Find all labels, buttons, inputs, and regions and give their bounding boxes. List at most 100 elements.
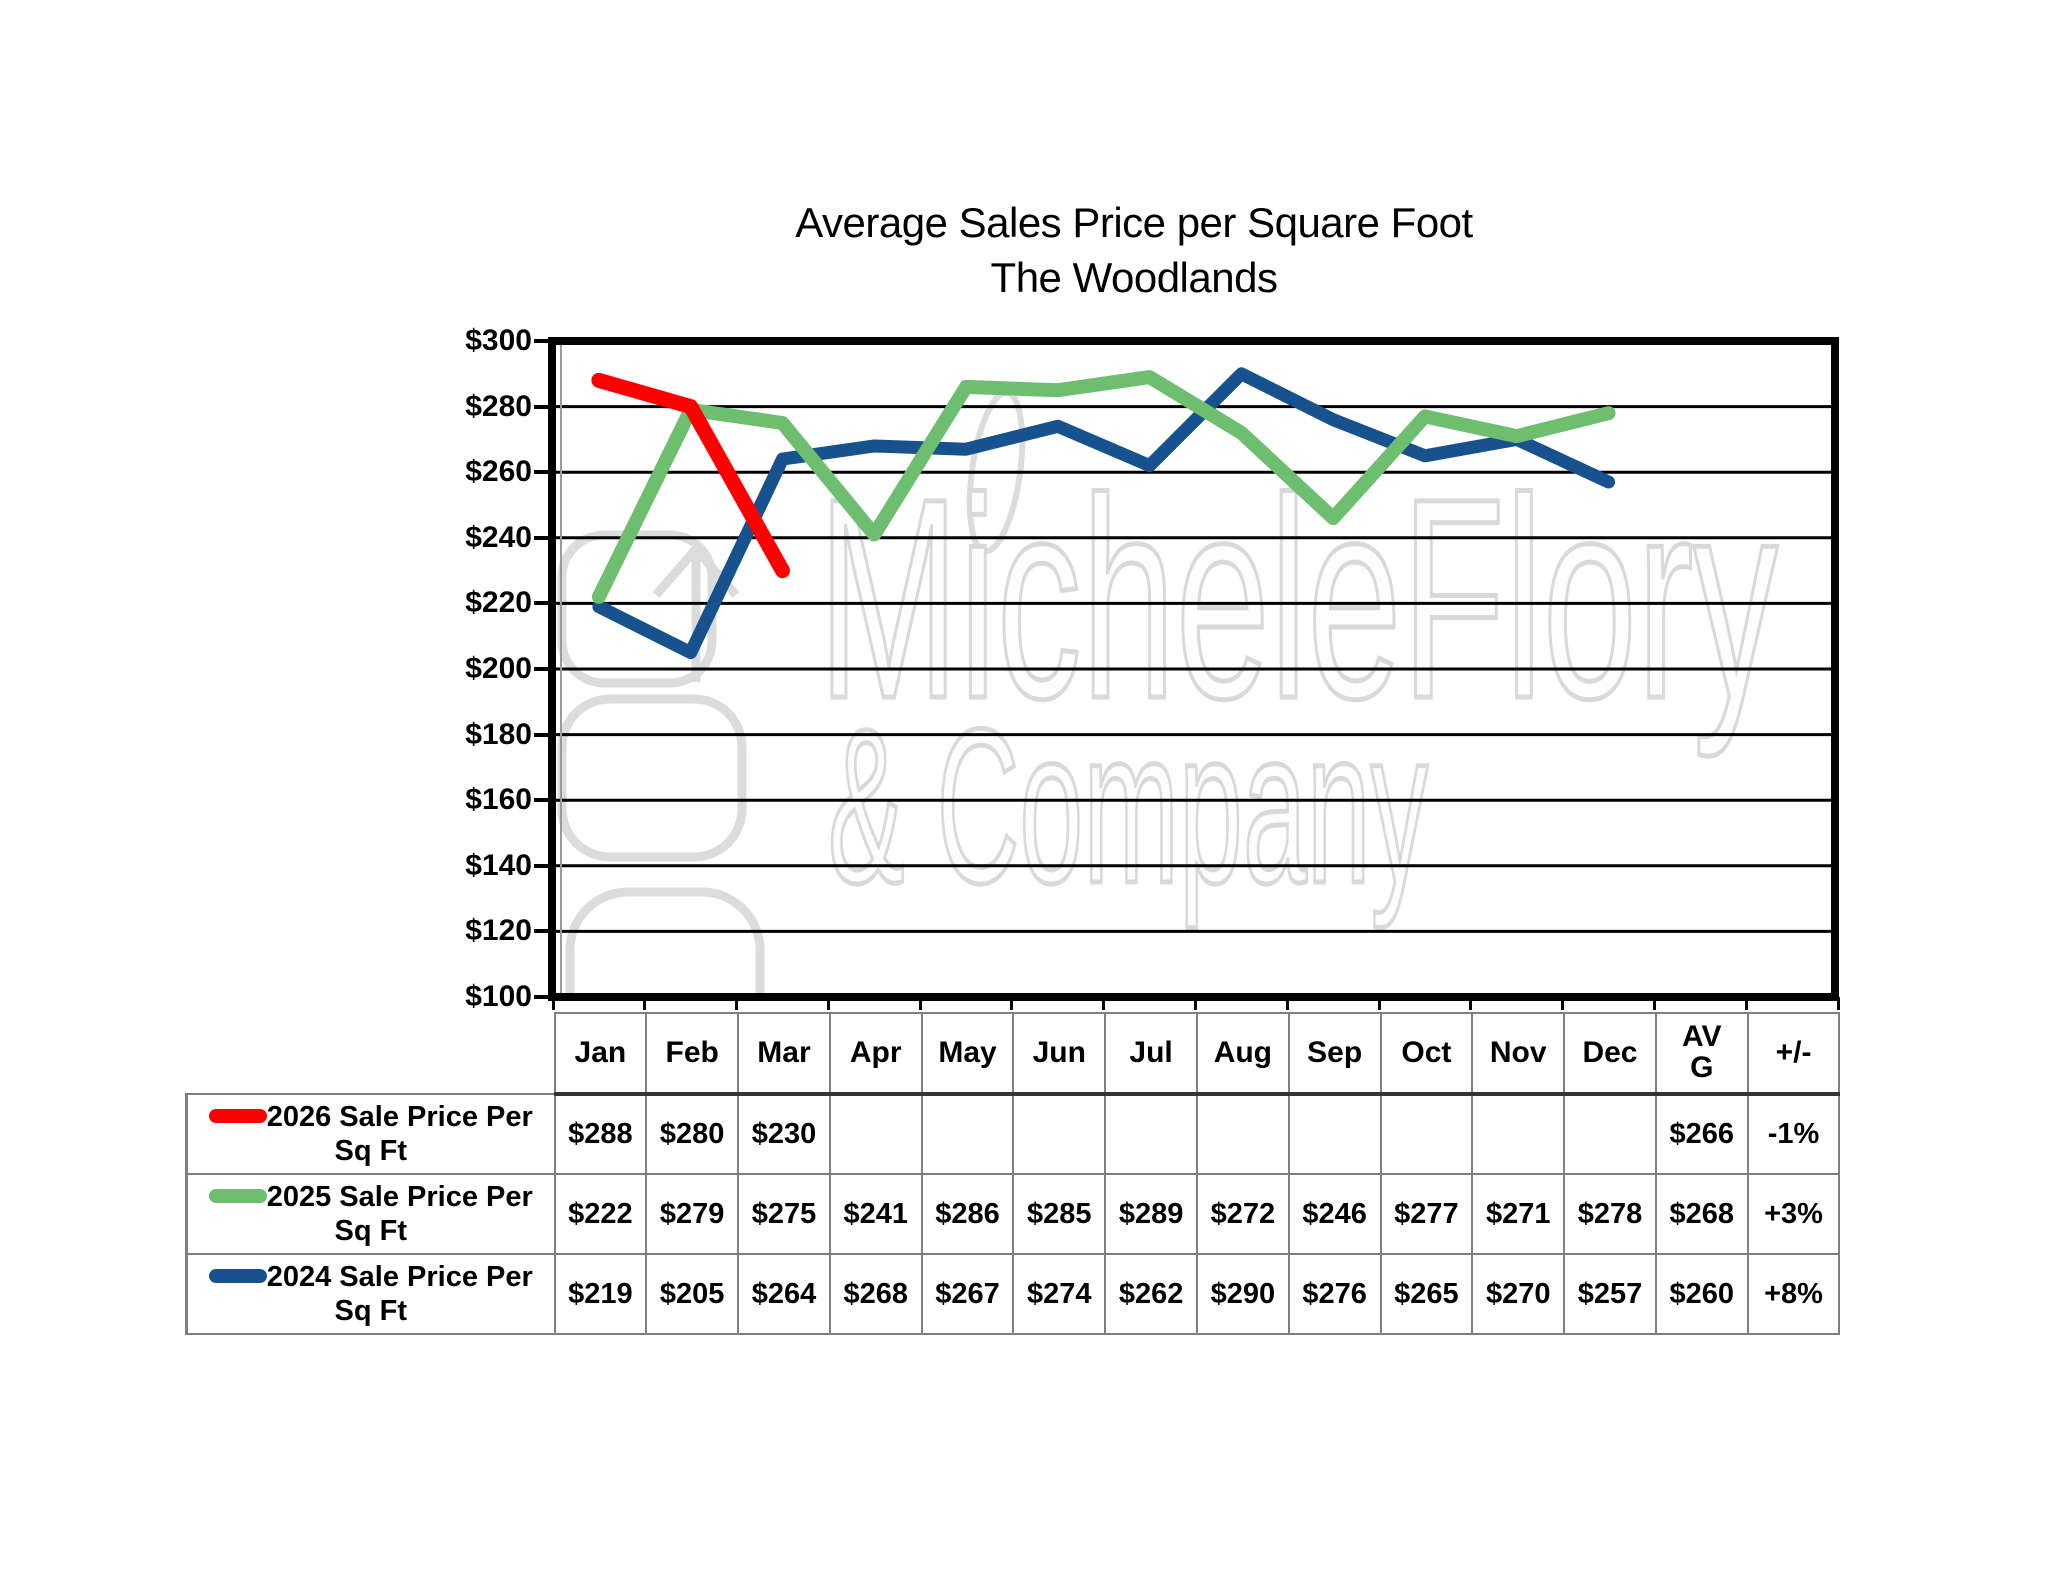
price-cell xyxy=(920,1093,1015,1175)
x-axis-tick xyxy=(1652,997,1656,1010)
x-axis-tick xyxy=(1194,997,1197,1010)
price-cell: $219 xyxy=(553,1253,648,1335)
y-axis-tick xyxy=(534,339,548,343)
series-lines xyxy=(591,367,1616,660)
x-axis-tick xyxy=(1469,997,1473,1010)
series-name: 2024 Sale Price Per Sq Ft xyxy=(266,1260,533,1327)
series-line-2026 xyxy=(591,372,790,579)
price-cell: $246 xyxy=(1287,1173,1382,1255)
price-cell: $257 xyxy=(1563,1253,1657,1335)
price-cell: $264 xyxy=(737,1253,831,1335)
y-axis-label: $180 xyxy=(465,717,532,751)
y-axis-tick xyxy=(534,470,548,475)
price-cell: $278 xyxy=(1563,1173,1657,1255)
price-cell: $277 xyxy=(1379,1173,1474,1255)
price-cell: $280 xyxy=(645,1093,740,1175)
month-header: Jun xyxy=(1012,1012,1107,1096)
price-cell xyxy=(828,1093,923,1175)
month-header: Oct xyxy=(1379,1012,1474,1096)
price-cell: $279 xyxy=(645,1173,740,1255)
price-chart: MicheleFlory & Company xyxy=(548,337,1839,1001)
month-header: Apr xyxy=(828,1012,923,1096)
series-line-2024 xyxy=(592,367,1616,660)
y-axis-tick xyxy=(534,601,548,606)
avg-cell: $266 xyxy=(1654,1093,1749,1175)
month-header: Jan xyxy=(553,1012,648,1096)
x-axis-tick xyxy=(1836,997,1840,1010)
x-axis-tick xyxy=(643,997,647,1010)
price-cell: $230 xyxy=(737,1093,831,1175)
y-axis-tick xyxy=(534,798,548,803)
chart-title: Average Sales Price per Square Foot The … xyxy=(430,196,1838,305)
price-cell: $205 xyxy=(645,1253,740,1335)
month-header: Nov xyxy=(1471,1012,1566,1096)
y-axis-label: $280 xyxy=(465,389,532,423)
price-cell xyxy=(1195,1093,1290,1175)
x-axis-tick xyxy=(735,997,739,1010)
x-axis-tick xyxy=(551,997,555,1010)
y-axis-tick xyxy=(534,667,548,671)
y-axis-label: $120 xyxy=(465,914,532,948)
price-cell xyxy=(1012,1093,1107,1175)
price-cell: $241 xyxy=(828,1173,923,1255)
month-header: Jul xyxy=(1104,1012,1198,1096)
y-axis-tick xyxy=(534,404,548,409)
y-axis-label: $140 xyxy=(465,848,532,882)
x-axis-tick xyxy=(918,997,922,1010)
x-axis-tick xyxy=(1377,997,1381,1010)
x-axis-tick xyxy=(1102,997,1106,1010)
plot-border xyxy=(548,337,1839,1001)
header-spacer xyxy=(187,1013,555,1094)
series-label: 2025 Sale Price Per Sq Ft xyxy=(185,1173,556,1255)
series-name: 2026 Sale Price Per Sq Ft xyxy=(266,1100,533,1167)
avg-cell: $260 xyxy=(1654,1253,1749,1335)
x-axis-tick xyxy=(1561,997,1565,1010)
x-axis-tick xyxy=(1744,997,1748,1010)
month-header: Sep xyxy=(1287,1012,1382,1096)
price-cell: $286 xyxy=(920,1173,1015,1255)
price-cell xyxy=(1563,1093,1657,1175)
price-cell: $270 xyxy=(1471,1253,1566,1335)
price-cell: $276 xyxy=(1287,1253,1382,1335)
avg-header: AVG xyxy=(1654,1012,1749,1096)
y-axis-tick xyxy=(534,863,548,868)
change-cell: +8% xyxy=(1746,1253,1841,1335)
table-row: 2026 Sale Price Per Sq Ft $288 $280 $230 $26… xyxy=(185,1093,1841,1175)
legend-dash-icon xyxy=(208,1189,267,1204)
y-axis-label: $240 xyxy=(465,520,532,554)
price-cell xyxy=(1287,1093,1382,1175)
price-cell xyxy=(1379,1093,1474,1175)
month-header: Dec xyxy=(1563,1012,1657,1096)
price-cell: $268 xyxy=(828,1253,923,1335)
y-axis-label: $300 xyxy=(465,324,532,357)
price-cell: $275 xyxy=(737,1173,831,1255)
price-cell: $285 xyxy=(1012,1173,1107,1255)
gridlines xyxy=(556,405,1831,933)
chart-title-line1: Average Sales Price per Square Foot xyxy=(795,199,1473,246)
y-axis-label: $200 xyxy=(465,652,532,685)
price-cell: $289 xyxy=(1104,1173,1198,1255)
price-cell xyxy=(1104,1093,1198,1175)
price-cell: $290 xyxy=(1195,1253,1290,1335)
change-cell: +3% xyxy=(1746,1173,1841,1255)
series-name: 2025 Sale Price Per Sq Ft xyxy=(266,1180,533,1247)
series-label: 2024 Sale Price Per Sq Ft xyxy=(185,1253,556,1335)
y-axis-tick xyxy=(534,929,548,934)
month-header: Mar xyxy=(737,1012,831,1096)
y-axis-tick xyxy=(534,732,548,737)
price-cell: $262 xyxy=(1104,1253,1198,1335)
price-cell: $265 xyxy=(1379,1253,1474,1335)
month-header: Aug xyxy=(1195,1012,1290,1096)
y-axis-label: $220 xyxy=(465,586,532,620)
x-axis-tick xyxy=(1010,997,1014,1010)
price-cell xyxy=(1471,1093,1566,1175)
month-header: Feb xyxy=(645,1012,740,1096)
y-axis-label: $260 xyxy=(465,455,532,489)
legend-dash-icon xyxy=(208,1109,267,1124)
price-cell: $271 xyxy=(1471,1173,1566,1255)
price-cell: $267 xyxy=(920,1253,1015,1335)
table-row: 2024 Sale Price Per Sq Ft $219 $205 $264 $26… xyxy=(185,1253,1841,1335)
y-axis-tick xyxy=(534,535,548,540)
series-line-2025 xyxy=(591,370,1616,604)
